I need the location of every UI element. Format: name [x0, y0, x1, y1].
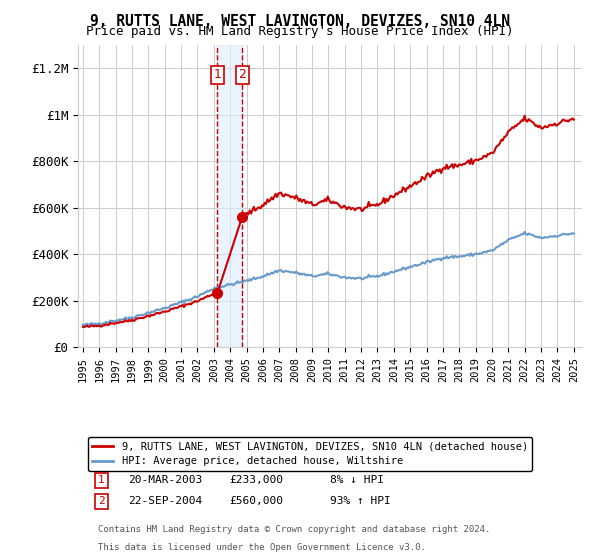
Text: 2: 2	[98, 497, 105, 506]
Text: 93% ↑ HPI: 93% ↑ HPI	[330, 497, 391, 506]
Text: 20-MAR-2003: 20-MAR-2003	[128, 475, 203, 486]
Text: Contains HM Land Registry data © Crown copyright and database right 2024.: Contains HM Land Registry data © Crown c…	[98, 525, 491, 534]
Text: 2: 2	[238, 68, 246, 81]
Text: 22-SEP-2004: 22-SEP-2004	[128, 497, 203, 506]
Text: £560,000: £560,000	[229, 497, 283, 506]
Bar	[217, 45, 242, 347]
Text: This data is licensed under the Open Government Licence v3.0.: This data is licensed under the Open Gov…	[98, 543, 426, 552]
Text: Price paid vs. HM Land Registry's House Price Index (HPI): Price paid vs. HM Land Registry's House …	[86, 25, 514, 38]
Legend: 9, RUTTS LANE, WEST LAVINGTON, DEVIZES, SN10 4LN (detached house), HPI: Average : 9, RUTTS LANE, WEST LAVINGTON, DEVIZES, …	[88, 437, 532, 470]
Text: 9, RUTTS LANE, WEST LAVINGTON, DEVIZES, SN10 4LN: 9, RUTTS LANE, WEST LAVINGTON, DEVIZES, …	[90, 14, 510, 29]
Text: 8% ↓ HPI: 8% ↓ HPI	[330, 475, 384, 486]
Text: £233,000: £233,000	[229, 475, 283, 486]
Text: 1: 1	[98, 475, 105, 486]
Text: 1: 1	[214, 68, 221, 81]
